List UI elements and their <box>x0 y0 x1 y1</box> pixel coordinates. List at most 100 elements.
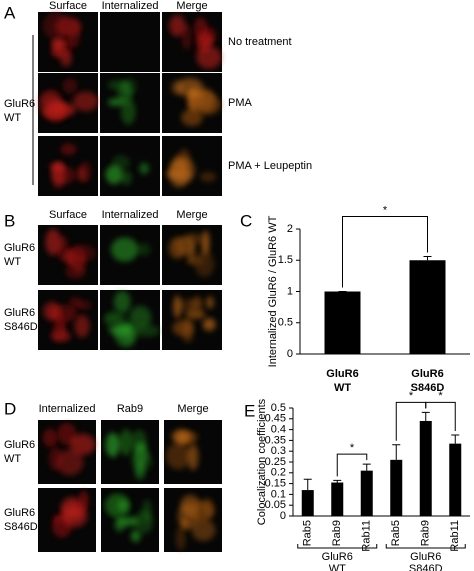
micrograph <box>100 12 160 72</box>
cell-signal <box>80 160 92 183</box>
cell-signal <box>60 50 72 67</box>
cell-signal <box>165 442 191 470</box>
row-label: No treatment <box>228 36 292 48</box>
column-header: Merge <box>176 0 207 12</box>
cell-signal <box>62 78 78 94</box>
group-label: GluR6 <box>4 98 35 110</box>
cell-signal <box>175 525 186 551</box>
cell-signal <box>196 45 222 69</box>
significance-label: * <box>438 390 443 402</box>
cell-signal <box>48 446 63 471</box>
column-header: Merge <box>176 209 207 221</box>
cell-signal <box>201 230 210 256</box>
y-tick-label: 0.2 <box>271 467 286 479</box>
cell-signal <box>120 170 133 186</box>
x-tick-label: Rab9 <box>420 520 432 546</box>
cell-signal <box>74 314 90 338</box>
cell-signal <box>181 109 203 127</box>
cell-signal <box>70 244 96 262</box>
cell-signal <box>117 499 128 512</box>
cell-signal <box>168 160 189 188</box>
row-label: PMA <box>228 97 253 109</box>
y-tick-label: 0 <box>280 510 286 522</box>
cell-signal <box>42 12 70 40</box>
cell-signal <box>169 14 186 37</box>
y-tick-label: 0.5 <box>278 317 293 329</box>
error-bar <box>303 478 312 491</box>
cell-signal <box>61 504 88 528</box>
error-bar <box>423 256 432 261</box>
cell-signal <box>114 517 125 532</box>
x-tick-label: Rab9 <box>331 520 343 546</box>
significance-label: * <box>350 442 355 454</box>
cell-signal <box>130 529 141 543</box>
row-label: GluR6 <box>4 439 35 451</box>
cell-signal <box>105 165 123 185</box>
cell-signal <box>113 290 131 314</box>
x-tick-label: Rab5 <box>390 520 402 546</box>
cell-signal <box>52 319 66 341</box>
cell-signal <box>199 172 217 182</box>
cell-signal <box>134 510 154 534</box>
cell-signal <box>139 162 150 175</box>
column-header: Surface <box>49 0 87 12</box>
significance-label: * <box>383 204 388 216</box>
bar <box>409 260 446 354</box>
bar <box>419 420 432 516</box>
y-axis-label: Colocalization coefficients <box>256 398 268 525</box>
group-bracket <box>297 544 378 549</box>
cell-signal <box>78 490 89 512</box>
group-label: GluR6 <box>410 551 441 563</box>
cell-signal <box>42 428 58 447</box>
cell-signal <box>134 462 146 480</box>
error-bar <box>451 434 460 444</box>
cell-signal <box>189 297 203 316</box>
y-tick-label: 0.45 <box>265 413 286 425</box>
cell-signal <box>187 501 215 522</box>
x-tick-label: WT <box>334 382 351 394</box>
panel-letter: C <box>240 211 252 230</box>
micrograph <box>100 136 160 196</box>
y-tick-label: 0.35 <box>265 434 286 446</box>
cell-signal <box>171 429 192 444</box>
cell-signal <box>52 304 78 322</box>
cell-signal <box>51 161 66 188</box>
bar <box>301 490 314 516</box>
y-tick-label: 2 <box>287 223 293 235</box>
group-label: S846D <box>409 563 443 571</box>
y-tick-label: 0.3 <box>271 445 286 457</box>
group-bracket <box>385 544 466 549</box>
y-tick-label: 0 <box>287 348 293 360</box>
cell-signal <box>68 20 80 48</box>
cell-signal <box>110 237 139 262</box>
significance-bracket <box>425 401 456 431</box>
cell-signal <box>176 78 204 98</box>
column-header: Internalized <box>102 0 159 12</box>
y-tick-label: 0.25 <box>265 456 286 468</box>
significance-bracket <box>336 453 368 477</box>
row-label: WT <box>4 256 21 268</box>
cell-signal <box>105 432 120 458</box>
cell-signal <box>38 91 64 117</box>
bar <box>390 459 403 516</box>
column-header: Merge <box>177 403 208 415</box>
error-bar <box>362 463 371 471</box>
column-header: Internalized <box>39 403 96 415</box>
cell-signal <box>168 237 186 259</box>
cell-signal <box>120 98 136 125</box>
x-tick-label: Rab11 <box>449 520 461 552</box>
cell-signal <box>193 94 221 115</box>
cell-signal <box>202 318 216 331</box>
bar <box>331 482 344 516</box>
cell-signal <box>133 324 161 338</box>
cell-signal <box>172 320 193 336</box>
cell-signal <box>45 228 61 256</box>
cell-signal <box>205 296 215 309</box>
x-tick-label: Rab5 <box>302 520 314 546</box>
row-label: GluR6 <box>4 307 35 319</box>
y-tick-label: 0.5 <box>271 402 286 414</box>
cell-signal <box>107 80 129 90</box>
cell-signal <box>65 264 86 279</box>
bar <box>324 291 361 354</box>
